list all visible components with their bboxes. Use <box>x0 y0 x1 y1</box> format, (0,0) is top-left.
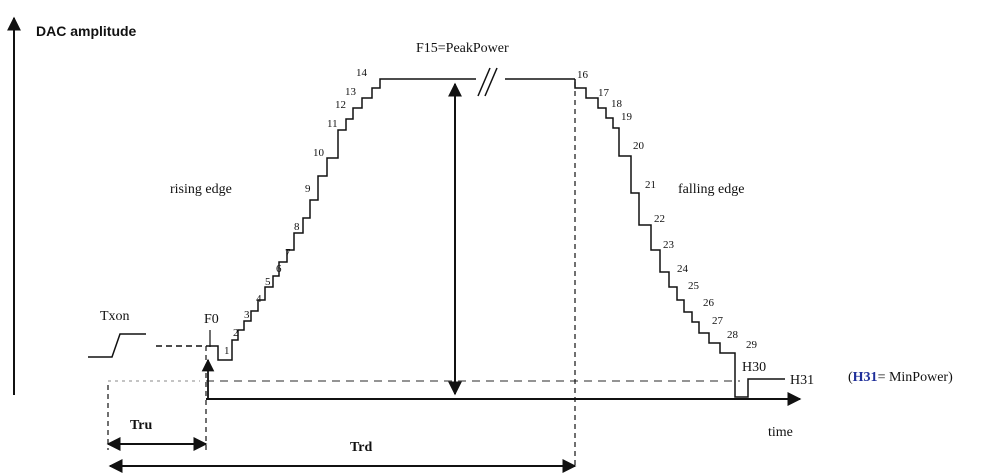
step-3: 3 <box>244 309 250 321</box>
step-8: 8 <box>294 221 300 233</box>
h30-label: H30 <box>742 360 766 375</box>
break-mark-1 <box>477 67 491 97</box>
rising-edge-label: rising edge <box>170 182 232 197</box>
step-12: 12 <box>335 99 346 111</box>
y-axis-label: DAC amplitude <box>36 23 137 39</box>
step-27: 27 <box>712 315 724 327</box>
step-5: 5 <box>265 276 271 288</box>
step-10: 10 <box>313 147 325 159</box>
step-11: 11 <box>327 118 338 130</box>
step-20: 20 <box>633 140 645 152</box>
txon-pulse <box>88 333 146 358</box>
f0-label: F0 <box>204 312 219 327</box>
falling-staircase <box>574 79 785 398</box>
step-1: 1 <box>224 345 230 357</box>
legend-open: ( <box>848 370 853 385</box>
legend-rest: = MinPower) <box>878 370 954 385</box>
step-24: 24 <box>677 263 689 275</box>
rising-staircase <box>206 78 446 361</box>
step-18: 18 <box>611 98 623 110</box>
x-axis-label: time <box>768 425 793 440</box>
step-26: 26 <box>703 297 715 309</box>
step-21: 21 <box>645 179 656 191</box>
tru-label: Tru <box>130 418 153 433</box>
step-28: 28 <box>727 329 739 341</box>
step-6: 6 <box>276 263 282 275</box>
txon-label: Txon <box>100 309 130 324</box>
falling-edge-label: falling edge <box>678 182 744 197</box>
trd-label: Trd <box>350 440 373 455</box>
break-mark-2 <box>484 67 498 97</box>
step-13: 13 <box>345 86 357 98</box>
h31-label: H31 <box>790 373 814 388</box>
step-17: 17 <box>598 87 610 99</box>
step-19: 19 <box>621 111 633 123</box>
step-25: 25 <box>688 280 700 292</box>
step-4: 4 <box>256 293 262 305</box>
minpower-legend: (H31= MinPower) <box>848 370 953 385</box>
step-14: 14 <box>356 67 368 79</box>
step-23: 23 <box>663 239 675 251</box>
step-16: 16 <box>577 69 589 81</box>
step-2: 2 <box>233 327 239 339</box>
peak-label: F15=PeakPower <box>416 41 509 56</box>
step-7: 7 <box>285 247 291 259</box>
step-9: 9 <box>305 183 311 195</box>
step-22: 22 <box>654 213 665 225</box>
step-29: 29 <box>746 339 758 351</box>
legend-term: H31 <box>853 370 878 385</box>
